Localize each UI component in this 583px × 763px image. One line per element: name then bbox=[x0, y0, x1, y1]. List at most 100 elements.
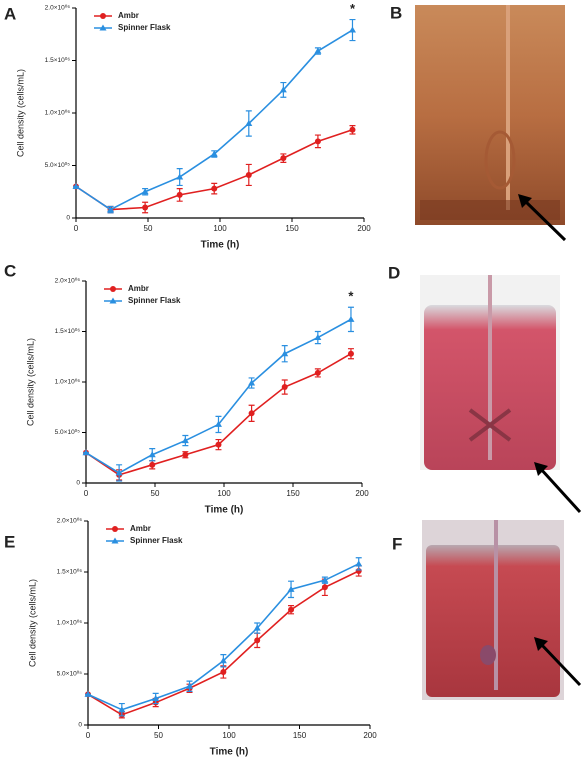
marker bbox=[321, 584, 328, 591]
marker bbox=[214, 420, 222, 427]
marker bbox=[118, 706, 126, 713]
y-tick-label: 1.5×10⁰⁶ bbox=[55, 327, 81, 335]
marker bbox=[321, 576, 329, 583]
y-axis-label: Cell density (cells/mL) bbox=[27, 579, 37, 667]
panel-label: F bbox=[392, 534, 402, 553]
marker bbox=[149, 461, 156, 468]
y-tick-label: 1.5×10⁰⁶ bbox=[45, 56, 71, 64]
panel-label: A bbox=[4, 4, 16, 23]
marker bbox=[314, 369, 321, 376]
x-axis-label: Time (h) bbox=[201, 240, 240, 251]
photo-b bbox=[415, 5, 567, 242]
marker bbox=[253, 624, 261, 631]
marker bbox=[281, 384, 288, 391]
x-tick-label: 100 bbox=[222, 731, 236, 740]
x-tick-label: 200 bbox=[363, 731, 377, 740]
legend-marker bbox=[109, 297, 117, 304]
marker bbox=[142, 204, 149, 211]
panel-label: E bbox=[4, 532, 15, 551]
series-line bbox=[87, 563, 360, 711]
marker bbox=[215, 441, 222, 448]
legend-label: Spinner Flask bbox=[128, 296, 181, 305]
marker bbox=[220, 668, 227, 675]
marker bbox=[245, 171, 252, 178]
y-tick-label: 1.5×10⁰⁶ bbox=[57, 568, 83, 576]
legend-marker bbox=[112, 526, 118, 532]
y-tick-label: 2.0×10⁰⁶ bbox=[55, 277, 81, 285]
x-tick-label: 100 bbox=[213, 224, 227, 233]
series-line bbox=[85, 353, 352, 476]
marker bbox=[107, 206, 115, 213]
photo-d bbox=[420, 275, 582, 514]
marker bbox=[280, 155, 287, 162]
marker bbox=[248, 410, 255, 417]
marker bbox=[84, 690, 92, 697]
x-tick-label: 150 bbox=[286, 489, 300, 498]
marker bbox=[245, 120, 253, 126]
photo-f bbox=[422, 520, 582, 700]
x-tick-label: 50 bbox=[144, 224, 153, 233]
x-tick-label: 50 bbox=[154, 731, 163, 740]
marker bbox=[349, 126, 356, 133]
legend-label: Spinner Flask bbox=[130, 536, 183, 545]
y-tick-label: 2.0×10⁰⁶ bbox=[57, 517, 83, 525]
x-tick-label: 0 bbox=[74, 224, 79, 233]
marker bbox=[211, 185, 218, 192]
marker bbox=[314, 138, 321, 145]
marker bbox=[82, 449, 90, 456]
marker bbox=[254, 637, 261, 644]
x-tick-label: 50 bbox=[151, 489, 160, 498]
legend-marker bbox=[99, 24, 107, 31]
x-tick-label: 0 bbox=[84, 489, 89, 498]
x-axis-label: Time (h) bbox=[210, 747, 249, 758]
marker bbox=[141, 188, 149, 195]
marker bbox=[176, 173, 184, 180]
marker bbox=[148, 451, 156, 458]
marker bbox=[347, 315, 355, 322]
legend-marker bbox=[100, 13, 106, 19]
marker bbox=[248, 379, 256, 386]
marker bbox=[181, 437, 189, 444]
y-tick-label: 2.0×10⁰⁶ bbox=[45, 4, 71, 12]
y-tick-label: 5.0×10⁰⁵ bbox=[45, 161, 71, 169]
marker bbox=[287, 585, 295, 592]
series-line bbox=[87, 570, 360, 716]
y-tick-label: 1.0×10⁰⁶ bbox=[55, 378, 81, 386]
y-axis-label: Cell density (cells/mL) bbox=[25, 338, 35, 426]
marker bbox=[186, 682, 194, 689]
marker bbox=[288, 606, 295, 613]
marker bbox=[115, 469, 123, 476]
x-tick-label: 200 bbox=[355, 489, 369, 498]
x-tick-label: 150 bbox=[285, 224, 299, 233]
y-axis-label: Cell density (cells/mL) bbox=[15, 69, 25, 157]
y-tick-label: 5.0×10⁰⁵ bbox=[57, 670, 83, 678]
marker bbox=[314, 334, 322, 341]
panel-label: C bbox=[4, 261, 16, 280]
series-line bbox=[75, 129, 353, 211]
x-tick-label: 0 bbox=[86, 731, 91, 740]
marker bbox=[281, 350, 289, 357]
x-tick-label: 150 bbox=[293, 731, 307, 740]
marker bbox=[72, 183, 80, 189]
y-tick-label: 1.0×10⁰⁶ bbox=[57, 619, 83, 627]
y-tick-label: 5.0×10⁰⁵ bbox=[55, 428, 81, 436]
y-tick-label: 0 bbox=[66, 215, 70, 222]
marker bbox=[348, 26, 356, 33]
marker bbox=[347, 350, 354, 357]
series-line bbox=[75, 29, 353, 211]
legend-label: Ambr bbox=[118, 11, 139, 20]
legend-label: Ambr bbox=[130, 524, 151, 533]
legend-label: Spinner Flask bbox=[118, 23, 171, 32]
marker bbox=[152, 694, 160, 701]
y-tick-label: 0 bbox=[78, 722, 82, 729]
legend-label: Ambr bbox=[128, 284, 149, 293]
marker bbox=[314, 47, 322, 54]
x-tick-label: 200 bbox=[357, 224, 371, 233]
annotation: * bbox=[348, 289, 354, 304]
legend-marker bbox=[110, 286, 116, 292]
marker bbox=[176, 191, 183, 198]
marker bbox=[210, 150, 218, 157]
marker bbox=[182, 451, 189, 458]
